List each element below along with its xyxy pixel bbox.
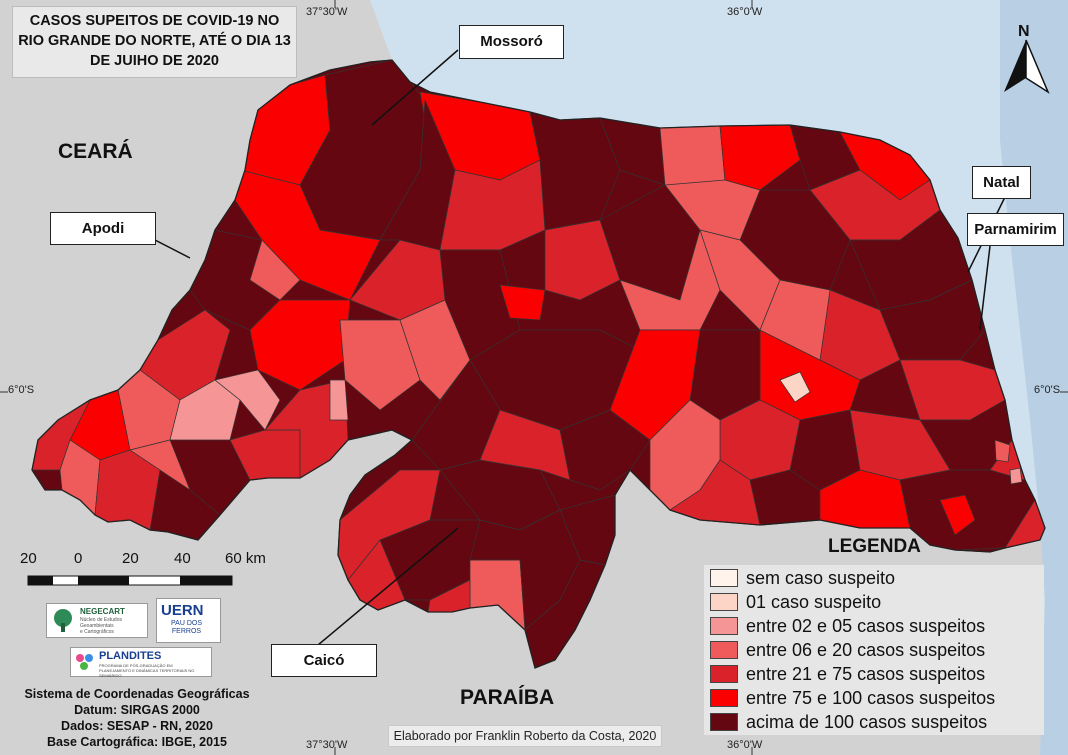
north-label: N xyxy=(1018,23,1030,40)
municipality-71 xyxy=(939,494,976,536)
legend-swatch-4 xyxy=(710,665,738,683)
municipality-34 xyxy=(479,409,571,481)
uern-name: UERN xyxy=(161,602,204,619)
legend-label-6: acima de 100 casos suspeitos xyxy=(746,711,988,732)
coord-top-lon-w1: 37°30'W xyxy=(306,6,348,18)
uern-subtitle: PAU DOS FERROS xyxy=(171,620,202,636)
municipalities-layer xyxy=(32,60,1045,668)
scale-bar xyxy=(27,575,233,586)
municipality-27 xyxy=(499,284,546,321)
label-ceara: CEARÁ xyxy=(58,140,133,163)
north-arrow-icon: N xyxy=(1004,23,1050,94)
ocean xyxy=(370,0,1068,755)
municipality-72 xyxy=(994,439,1011,463)
municipality-7 xyxy=(339,319,421,411)
legend-label-0: sem caso suspeito xyxy=(746,567,896,588)
negecart-sub-1: Núcleo de Estudos xyxy=(80,617,122,623)
municipality-12 xyxy=(214,369,281,431)
callout-apodi: Apodi xyxy=(50,212,156,245)
title-line-1: CASOS SUPEITOS DE COVID-19 NO xyxy=(29,13,280,29)
callout-natal: Natal xyxy=(972,166,1031,199)
legend-item-2: entre 02 e 05 casos suspeitos xyxy=(710,615,985,637)
negecart-sub-2: Geoambientais xyxy=(80,623,114,629)
plandites-logo: PLANDITES PROGRAMA DE PÓS-GRADUAÇÃO EM P… xyxy=(70,647,212,678)
legend-swatch-5 xyxy=(710,689,738,707)
municipality-50 xyxy=(664,179,761,241)
coord-left-lat: 6°0'S xyxy=(8,384,35,396)
coord-bottom-lon-w2: 36°0'W xyxy=(727,739,763,751)
callout-parnamirim: Parnamirim xyxy=(967,213,1064,246)
negecart-subtitle: Núcleo de Estudos Geoambientais e Cartog… xyxy=(80,617,122,635)
negecart-sub-3: e Cartográficos xyxy=(80,629,114,635)
legend-item-0: sem caso suspeito xyxy=(710,567,895,589)
plandites-subtitle: PROGRAMA DE PÓS-GRADUAÇÃO EM PLANEJAMENT… xyxy=(99,663,211,678)
negecart-name: NEGECART xyxy=(80,607,125,616)
legend-title: LEGENDA xyxy=(828,536,921,557)
pins-icon xyxy=(76,654,93,670)
meta-cartographic-base: Base Cartográfica: IBGE, 2015 xyxy=(47,735,227,749)
scale-label-3: 40 xyxy=(174,550,191,567)
municipality-74 xyxy=(779,371,811,403)
callout-mossoro: Mossoró xyxy=(459,25,564,59)
plandites-sub-1: PROGRAMA DE PÓS-GRADUAÇÃO EM xyxy=(99,663,173,668)
map-title: CASOS SUPEITOS DE COVID-19 NO RIO GRANDE… xyxy=(12,6,297,78)
municipality-28 xyxy=(544,219,621,301)
uern-sub-2: FERROS xyxy=(171,628,202,635)
coord-bottom-lon-w1: 37°30'W xyxy=(306,739,348,751)
scale-label-2: 20 xyxy=(122,550,139,567)
legend-label-3: entre 06 e 20 casos suspeitos xyxy=(746,639,986,660)
legend-item-1: 01 caso suspeito xyxy=(710,591,881,613)
legend-label-5: entre 75 e 100 casos suspeitos xyxy=(746,687,996,708)
scale-label-0: 20 xyxy=(20,550,37,567)
negecart-logo: NEGECART Núcleo de Estudos Geoambientais… xyxy=(46,603,148,638)
leader-apodi xyxy=(154,239,191,259)
plandites-name: PLANDITES xyxy=(99,650,162,662)
municipality-8 xyxy=(399,299,471,401)
legend-swatch-0 xyxy=(710,569,738,587)
leader-parnamirim xyxy=(979,245,991,331)
credit-line: Elaborado por Franklin Roberto da Costa,… xyxy=(388,725,662,747)
legend-swatch-3 xyxy=(710,641,738,659)
legend-label-1: 01 caso suspeito xyxy=(746,591,882,612)
tree-icon xyxy=(54,609,72,632)
legend-item-4: entre 21 e 75 casos suspeitos xyxy=(710,663,985,685)
legend-item-3: entre 06 e 20 casos suspeitos xyxy=(710,639,985,661)
scale-label-4: 60 km xyxy=(225,550,266,567)
meta-coordinate-system: Sistema de Coordenadas Geográficas xyxy=(24,687,250,701)
uern-logo: UERN PAU DOS FERROS xyxy=(156,598,221,643)
meta-data-source: Dados: SESAP - RN, 2020 xyxy=(61,719,213,733)
meta-datum: Datum: SIRGAS 2000 xyxy=(74,703,200,717)
uern-sub-1: PAU DOS xyxy=(171,620,202,627)
municipality-44 xyxy=(659,125,726,191)
leader-caico xyxy=(317,527,459,646)
legend-label-2: entre 02 e 05 casos suspeitos xyxy=(746,615,986,636)
title-line-2: RIO GRANDE DO NORTE, ATÉ O DIA 13 xyxy=(18,33,291,49)
municipality-56 xyxy=(759,279,831,361)
municipality-75 xyxy=(329,379,349,421)
legend-box: sem caso suspeito 01 caso suspeito entre… xyxy=(704,565,1044,735)
map-metadata: Sistema de Coordenadas Geográficas Datum… xyxy=(12,686,262,750)
coord-top-lon-w2: 36°0'W xyxy=(727,6,763,18)
scale-label-1: 0 xyxy=(74,550,83,567)
title-line-3: DE JUIHO DE 2020 xyxy=(90,53,219,69)
label-paraiba: PARAÍBA xyxy=(460,686,555,709)
legend-swatch-6 xyxy=(710,713,738,731)
legend-swatch-1 xyxy=(710,593,738,611)
municipality-73 xyxy=(1009,467,1023,485)
legend-swatch-2 xyxy=(710,617,738,635)
legend-label-4: entre 21 e 75 casos suspeitos xyxy=(746,663,986,684)
leader-mossoro xyxy=(371,49,459,126)
coord-right-lat: 6°0'S xyxy=(1034,384,1061,396)
callout-caico: Caicó xyxy=(271,644,377,677)
legend-item-6: acima de 100 casos suspeitos xyxy=(710,711,987,733)
legend-item-5: entre 75 e 100 casos suspeitos xyxy=(710,687,995,709)
plandites-sub-2: PLANEJAMENTO E DINÂMICAS TERRITORIAIS NO… xyxy=(99,668,195,678)
